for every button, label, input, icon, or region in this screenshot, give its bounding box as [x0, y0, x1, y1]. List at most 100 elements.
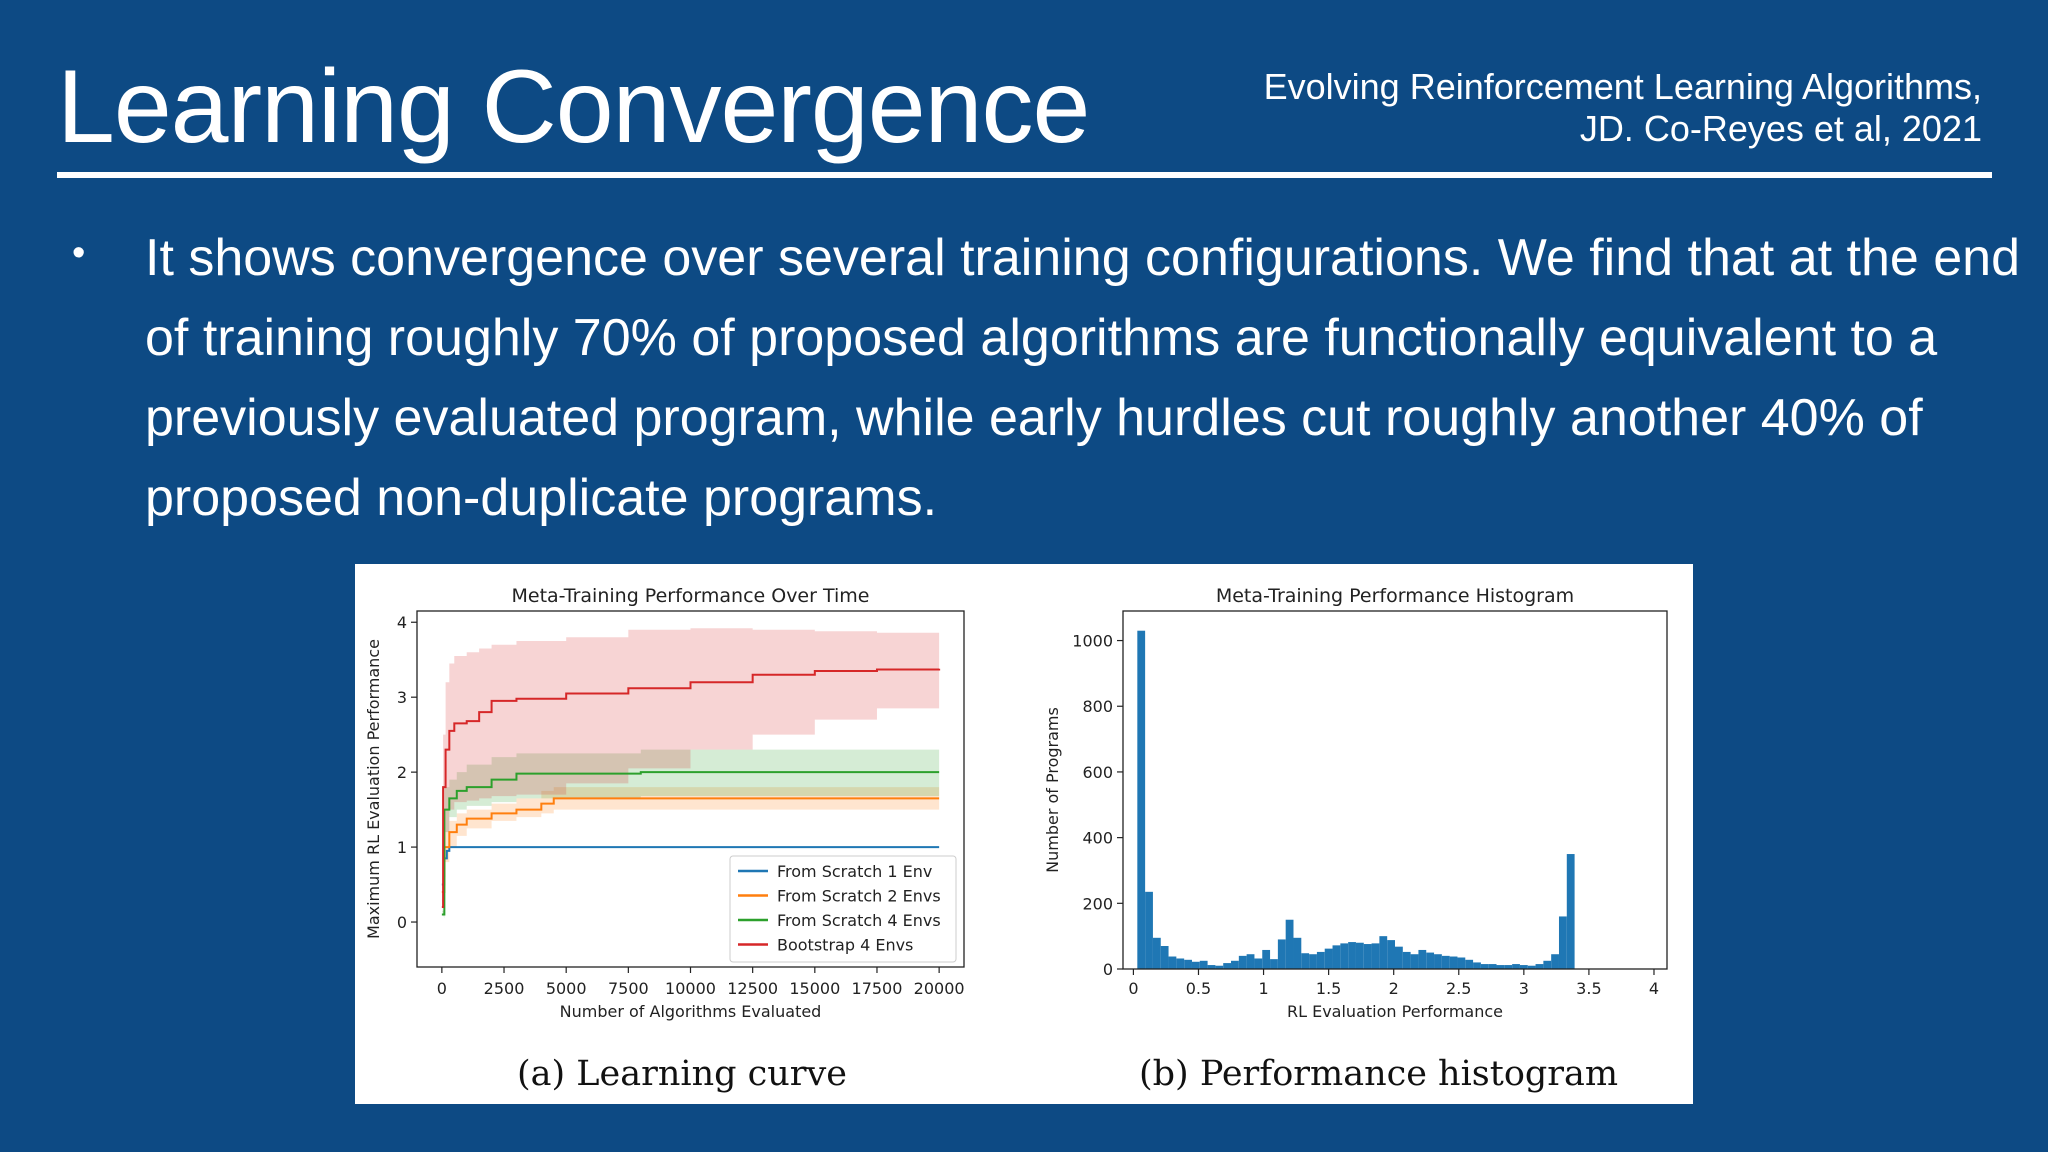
chart-a-xtick-label: 2500	[484, 979, 525, 998]
citation: Evolving Reinforcement Learning Algorith…	[1264, 66, 1982, 150]
chart-b-bar	[1410, 954, 1419, 969]
chart-a-xtick-label: 7500	[608, 979, 649, 998]
chart-b-xtick-label: 2.5	[1446, 979, 1471, 998]
chart-b-bar	[1434, 954, 1442, 969]
chart-a-xtick-label: 15000	[789, 979, 840, 998]
bullet-dot-icon: •	[72, 232, 86, 274]
slide-title: Learning Convergence	[57, 49, 1090, 165]
chart-a-legend-label: From Scratch 2 Envs	[777, 887, 941, 906]
chart-b-xlabel: RL Evaluation Performance	[1287, 1002, 1503, 1021]
chart-b-bar	[1496, 965, 1505, 969]
chart-b-xtick-label: 1.5	[1316, 979, 1341, 998]
chart-b-bar	[1285, 919, 1294, 969]
chart-a-xtick-label: 0	[437, 979, 447, 998]
chart-b-bar	[1340, 943, 1349, 969]
chart-b-bar	[1254, 958, 1263, 969]
figure-panel: Meta-Training Performance Over Time 0 2500…	[355, 564, 1693, 1104]
chart-b-bar	[1199, 960, 1208, 969]
bullet-text: It shows convergence over several traini…	[145, 229, 2020, 527]
chart-b-bar	[1223, 963, 1232, 969]
chart-a-xtick-label: 10000	[665, 979, 716, 998]
chart-b-bar	[1332, 945, 1341, 969]
chart-b-bar	[1371, 943, 1380, 969]
chart-b-frame	[1122, 610, 1668, 970]
chart-b-bar	[1238, 955, 1247, 969]
chart-b-bar	[1277, 939, 1286, 969]
chart-a-xlabel: Number of Algorithms Evaluated	[560, 1002, 822, 1021]
chart-b-bar	[1488, 964, 1497, 969]
chart-a-ytick-label: 4	[397, 613, 407, 632]
chart-a-ytick-label: 1	[397, 838, 407, 857]
chart-b-bar	[1231, 960, 1239, 969]
chart-b-bar	[1363, 944, 1372, 969]
chart-b-bar	[1262, 949, 1271, 969]
chart-b-bar	[1457, 957, 1466, 969]
chart-b-bar	[1465, 959, 1474, 969]
chart-b-bar	[1191, 961, 1200, 969]
chart-b-bar	[1551, 954, 1559, 969]
chart-b-ytick-label: 0	[1103, 960, 1113, 979]
chart-b-bar	[1418, 949, 1427, 969]
chart-b-bar	[1324, 948, 1333, 969]
chart-b-xtick-label: 2	[1389, 979, 1399, 998]
chart-b-ylabel: Number of Programs	[1043, 707, 1062, 873]
citation-line-2: JD. Co-Reyes et al, 2021	[1579, 108, 1982, 149]
chart-b-xtick-label: 3.5	[1576, 979, 1601, 998]
chart-a-series-line-3	[441, 668, 941, 909]
chart-b-bar	[1441, 955, 1450, 969]
chart-b-bar	[1527, 965, 1536, 969]
chart-b-bar	[1426, 952, 1435, 969]
chart-b-xtick-label: 1	[1258, 979, 1268, 998]
chart-a-band-2	[441, 749, 940, 919]
chart-b-bar	[1379, 936, 1388, 969]
chart-b-xtick-label: 0	[1128, 979, 1138, 998]
chart-a-band-3	[441, 628, 940, 915]
citation-line-1: Evolving Reinforcement Learning Algorith…	[1263, 66, 1982, 107]
chart-b-bar	[1535, 964, 1544, 969]
chart-b-bar	[1504, 965, 1513, 969]
chart-b-bar	[1270, 959, 1278, 969]
chart-b-bar	[1512, 964, 1520, 969]
chart-b-xtick-label: 0.5	[1186, 979, 1211, 998]
chart-b-bar	[1558, 916, 1567, 969]
chart-b-bar	[1215, 965, 1224, 969]
chart-b-xtick-label: 3	[1519, 979, 1529, 998]
chart-b-bar	[1449, 956, 1458, 969]
chart-b-title: Meta-Training Performance Histogram	[1216, 585, 1574, 607]
chart-a-ylabel: Maximum RL Evaluation Performance	[364, 639, 383, 939]
chart-a-ytick-label: 3	[397, 688, 407, 707]
chart-b-bar	[1293, 937, 1302, 969]
chart-b-bar	[1184, 959, 1192, 969]
chart-b-bar	[1395, 946, 1403, 969]
chart-b-bar	[1152, 937, 1161, 969]
chart-a-legend-label: From Scratch 4 Envs	[777, 911, 941, 930]
chart-a-xtick-label: 17500	[852, 979, 903, 998]
caption-learning-curve: (a) Learning curve	[517, 1054, 848, 1094]
chart-a-xtick-label: 5000	[546, 979, 587, 998]
chart-b-bar	[1301, 953, 1310, 969]
chart-a-title: Meta-Training Performance Over Time	[512, 585, 870, 607]
chart-b-bar	[1566, 854, 1575, 969]
chart-b-bar	[1207, 965, 1216, 969]
chart-b-ytick-label: 1000	[1072, 632, 1113, 651]
chart-b-bar	[1480, 964, 1489, 969]
chart-b-ytick-label: 400	[1082, 829, 1113, 848]
chart-a-xtick-label: 12500	[727, 979, 778, 998]
chart-b-bar	[1519, 965, 1528, 969]
chart-b-bar	[1543, 960, 1552, 969]
chart-b-ytick-label: 200	[1082, 894, 1113, 913]
chart-b-xtick-label: 4	[1649, 979, 1659, 998]
chart-a-legend-box	[729, 855, 957, 963]
chart-b-bar	[1176, 958, 1185, 969]
chart-b-bar	[1137, 630, 1146, 969]
chart-a-ytick-label: 0	[397, 913, 407, 932]
caption-performance-histogram: (b) Performance histogram	[1139, 1054, 1619, 1094]
chart-b-bar	[1246, 954, 1255, 969]
title-underline	[57, 172, 1992, 178]
chart-a-xtick-label: 20000	[914, 979, 965, 998]
chart-b-bar	[1316, 951, 1325, 969]
chart-b-bar	[1348, 942, 1356, 969]
chart-b-bar	[1309, 954, 1317, 969]
chart-b-ytick-label: 800	[1082, 697, 1113, 716]
